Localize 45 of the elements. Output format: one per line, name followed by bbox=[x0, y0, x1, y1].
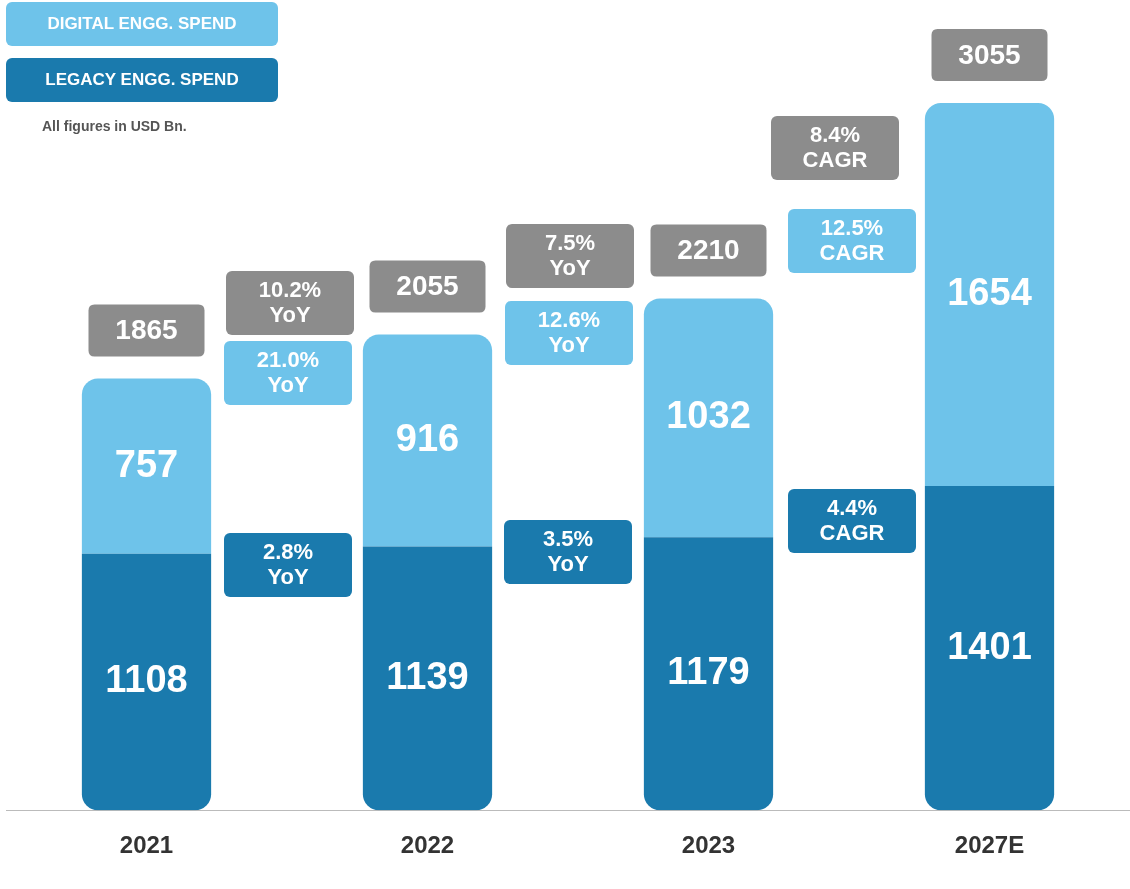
callout-box: 12.5% CAGR bbox=[788, 209, 916, 273]
annotation: 12.5% CAGR bbox=[819, 215, 885, 265]
bar bbox=[643, 537, 774, 811]
annotation: All figures in USD Bn. bbox=[42, 118, 187, 134]
annotation: 12.6% YoY bbox=[537, 307, 601, 357]
callout-box: 10.2% YoY bbox=[226, 271, 354, 335]
annotation: 7.5% YoY bbox=[544, 230, 596, 280]
callout-box: 2.8% YoY bbox=[224, 533, 352, 597]
bar bbox=[362, 546, 493, 811]
bar bbox=[362, 334, 493, 547]
data-label: 1139 bbox=[386, 654, 469, 697]
annotation: 8.4% CAGR bbox=[802, 122, 868, 172]
text: LEGACY ENGG. SPEND bbox=[6, 58, 278, 102]
total-label: 2055 bbox=[396, 270, 459, 302]
total-label: 3055 bbox=[958, 38, 1021, 70]
total-label: 2210 bbox=[677, 234, 740, 266]
annotation: 3.5% YoY bbox=[542, 526, 594, 576]
bar bbox=[81, 553, 212, 811]
x-tick-label: 2022 bbox=[400, 831, 455, 859]
bar bbox=[81, 378, 212, 554]
annotation: 4.4% CAGR bbox=[819, 495, 885, 545]
x-tick-label: 2027E bbox=[954, 831, 1025, 859]
data-label: 1032 bbox=[666, 394, 751, 437]
bar bbox=[643, 298, 774, 538]
data-label: 916 bbox=[395, 417, 460, 459]
data-label: 757 bbox=[114, 442, 179, 485]
callout-box: 12.6% YoY bbox=[505, 301, 633, 365]
callout-box: 21.0% YoY bbox=[224, 341, 352, 405]
data-label: 1108 bbox=[105, 658, 188, 701]
total-label: 1865 bbox=[115, 314, 178, 346]
callout-box: 4.4% CAGR bbox=[788, 489, 916, 553]
bar bbox=[924, 485, 1055, 811]
callout-box: 7.5% YoY bbox=[506, 224, 634, 288]
data-label: 1179 bbox=[667, 650, 750, 693]
callout-box: 3.5% YoY bbox=[504, 520, 632, 584]
callout-box: 8.4% CAGR bbox=[771, 116, 899, 180]
text: DIGITAL ENGG. SPEND bbox=[6, 2, 278, 46]
data-label: 1654 bbox=[947, 270, 1032, 313]
x-tick-label: 2023 bbox=[681, 831, 736, 859]
x-tick-label: 2021 bbox=[119, 831, 174, 859]
annotation: 21.0% YoY bbox=[256, 347, 320, 397]
annotation: 10.2% YoY bbox=[258, 277, 322, 327]
data-label: 1401 bbox=[947, 624, 1032, 667]
bar bbox=[924, 103, 1055, 486]
annotation: 2.8% YoY bbox=[262, 539, 314, 589]
